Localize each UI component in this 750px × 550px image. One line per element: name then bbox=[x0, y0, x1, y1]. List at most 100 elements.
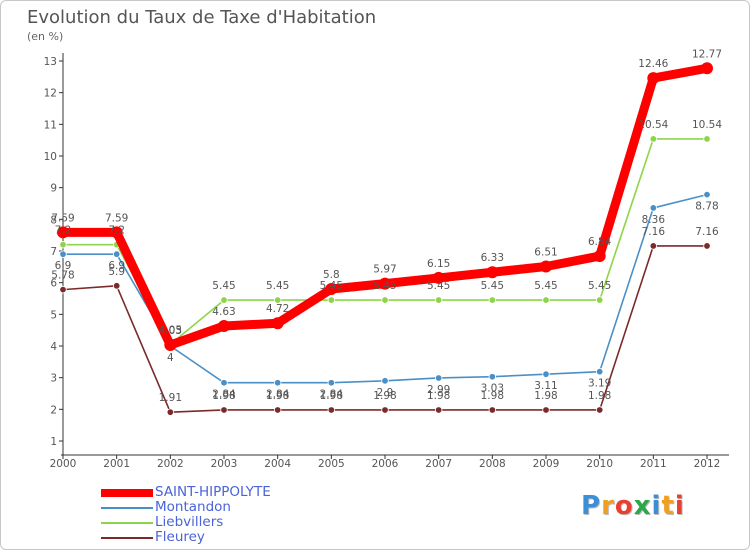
data-label-liebvillers: 5.45 bbox=[373, 280, 396, 292]
data-label-liebvillers: 5.45 bbox=[534, 280, 557, 292]
data-point-fleurey bbox=[649, 242, 658, 250]
data-label-liebvillers: 7.2 bbox=[108, 225, 125, 237]
data-point-montandon bbox=[112, 250, 121, 258]
data-label-montandon: 2.9 bbox=[377, 387, 394, 399]
legend-label-liebvillers: Liebvillers bbox=[155, 514, 224, 530]
proxiti-logo-letter: r bbox=[601, 491, 615, 521]
legend-swatch-saint-hippolyte bbox=[101, 489, 153, 497]
data-label-montandon: 3.19 bbox=[588, 378, 611, 390]
data-label-fleurey: 7.16 bbox=[642, 226, 666, 238]
y-tick-label: 1 bbox=[50, 436, 57, 448]
data-point-saint-hippolyte bbox=[379, 277, 391, 290]
data-label-fleurey: 1.98 bbox=[373, 390, 396, 402]
legend-swatch-liebvillers bbox=[101, 522, 153, 524]
data-label-saint-hippolyte: 12.77 bbox=[692, 48, 722, 60]
data-point-liebvillers bbox=[59, 240, 67, 249]
data-point-liebvillers bbox=[381, 296, 389, 304]
x-tick-label: 2010 bbox=[586, 458, 613, 470]
x-tick-label: 2011 bbox=[640, 458, 667, 470]
data-point-liebvillers bbox=[327, 296, 336, 304]
data-label-montandon: 2.84 bbox=[212, 389, 236, 401]
data-point-saint-hippolyte bbox=[164, 339, 177, 352]
data-label-saint-hippolyte: 5.97 bbox=[373, 264, 396, 276]
x-tick-label: 2007 bbox=[425, 458, 452, 470]
data-point-saint-hippolyte bbox=[593, 250, 606, 263]
data-point-fleurey bbox=[703, 242, 711, 250]
data-label-montandon: 3.11 bbox=[534, 380, 557, 392]
data-point-liebvillers bbox=[703, 135, 711, 143]
data-point-fleurey bbox=[166, 408, 175, 416]
x-tick-label: 2006 bbox=[372, 458, 399, 470]
data-point-fleurey bbox=[434, 406, 443, 414]
proxiti-logo: Proxiti bbox=[581, 491, 685, 521]
y-tick-label: 4 bbox=[50, 341, 57, 353]
x-tick-label: 2008 bbox=[479, 458, 506, 470]
y-tick-label: 9 bbox=[50, 183, 57, 195]
data-label-liebvillers: 10.54 bbox=[638, 119, 668, 131]
data-label-liebvillers: 5.45 bbox=[588, 280, 611, 292]
data-point-montandon bbox=[649, 204, 658, 212]
data-point-liebvillers bbox=[649, 135, 658, 143]
data-label-montandon: 2.99 bbox=[427, 384, 450, 396]
proxiti-logo-letter: o bbox=[614, 491, 634, 521]
data-label-liebvillers: 5.45 bbox=[320, 280, 343, 292]
y-tick-label: 8 bbox=[50, 214, 57, 226]
data-label-saint-hippolyte: 7.59 bbox=[51, 212, 74, 224]
legend-label-montandon: Montandon bbox=[155, 499, 231, 515]
data-point-liebvillers bbox=[434, 296, 443, 304]
data-label-fleurey: 5.9 bbox=[108, 266, 125, 278]
x-tick-label: 2004 bbox=[264, 458, 291, 470]
data-point-liebvillers bbox=[488, 296, 497, 304]
data-label-liebvillers: 7.2 bbox=[55, 225, 72, 237]
data-label-liebvillers: 4.05 bbox=[159, 324, 182, 336]
y-tick-label: 12 bbox=[44, 88, 57, 100]
data-point-saint-hippolyte bbox=[57, 226, 69, 239]
x-tick-label: 2002 bbox=[157, 458, 184, 470]
data-point-liebvillers bbox=[273, 296, 282, 304]
legend-swatch-fleurey bbox=[101, 537, 153, 539]
data-point-saint-hippolyte bbox=[540, 260, 552, 273]
data-label-montandon: 6.9 bbox=[55, 260, 72, 272]
data-label-saint-hippolyte: 7.59 bbox=[105, 212, 128, 224]
data-point-montandon bbox=[488, 373, 497, 381]
data-label-saint-hippolyte: 12.46 bbox=[638, 58, 668, 70]
data-label-montandon: 8.78 bbox=[695, 201, 718, 213]
data-label-montandon: 6.9 bbox=[108, 260, 125, 272]
data-point-fleurey bbox=[112, 282, 121, 290]
data-point-fleurey bbox=[220, 406, 228, 414]
data-label-fleurey: 5.78 bbox=[51, 270, 74, 282]
data-label-saint-hippolyte: 4.72 bbox=[266, 303, 289, 315]
data-label-montandon: 4 bbox=[167, 352, 174, 364]
x-tick-label: 2000 bbox=[50, 458, 77, 470]
data-point-montandon bbox=[327, 379, 336, 387]
data-label-fleurey: 1.98 bbox=[320, 390, 343, 402]
data-label-fleurey: 7.16 bbox=[695, 226, 719, 238]
data-label-fleurey: 1.98 bbox=[427, 390, 450, 402]
data-point-montandon bbox=[703, 190, 711, 199]
x-tick-label: 2005 bbox=[318, 458, 345, 470]
x-tick-label: 2012 bbox=[694, 458, 721, 470]
data-point-montandon bbox=[273, 379, 282, 387]
data-label-fleurey: 1.98 bbox=[266, 390, 289, 402]
data-label-fleurey: 1.91 bbox=[159, 392, 182, 404]
data-point-fleurey bbox=[273, 406, 282, 414]
proxiti-logo-letter: i bbox=[674, 491, 685, 521]
data-point-montandon bbox=[434, 374, 443, 382]
data-point-montandon bbox=[381, 377, 389, 385]
data-point-saint-hippolyte bbox=[701, 62, 713, 75]
data-label-liebvillers: 10.54 bbox=[692, 119, 722, 131]
data-point-saint-hippolyte bbox=[486, 266, 499, 279]
proxiti-logo-letter: i bbox=[651, 491, 662, 521]
data-label-montandon: 8.36 bbox=[642, 214, 666, 226]
y-tick-label: 7 bbox=[50, 246, 57, 258]
data-label-fleurey: 1.98 bbox=[481, 390, 504, 402]
proxiti-logo-letter: t bbox=[661, 491, 675, 521]
data-point-montandon bbox=[542, 370, 550, 378]
y-tick-label: 3 bbox=[50, 373, 57, 385]
data-point-saint-hippolyte bbox=[647, 72, 660, 85]
data-label-liebvillers: 5.45 bbox=[212, 280, 235, 292]
data-point-liebvillers bbox=[595, 296, 604, 304]
data-point-saint-hippolyte bbox=[110, 226, 123, 239]
data-label-fleurey: 1.98 bbox=[588, 390, 611, 402]
